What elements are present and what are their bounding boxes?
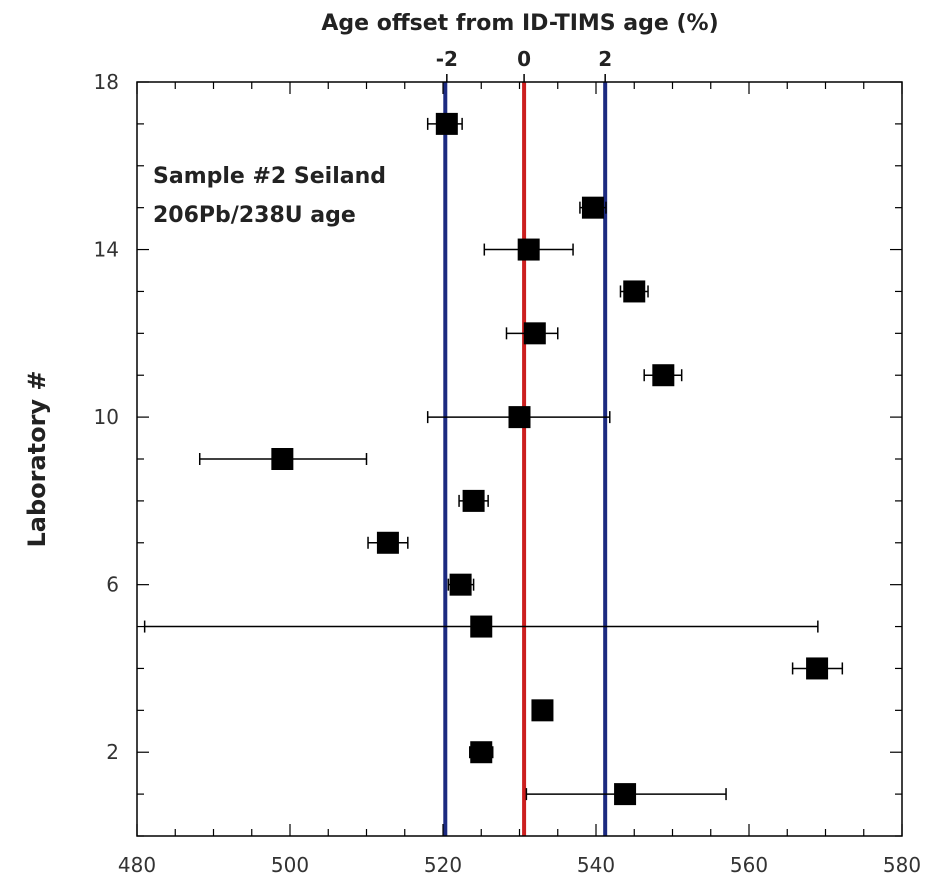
chart-title: Age offset from ID-TIMS age (%) xyxy=(321,11,718,36)
data-point-lab-17 xyxy=(435,112,458,135)
x-tick-label: 560 xyxy=(730,853,768,877)
data-point-lab-1 xyxy=(614,783,637,806)
top-tick-label: 2 xyxy=(598,47,612,71)
data-point-lab-14 xyxy=(517,238,540,261)
x-tick-label: 520 xyxy=(424,853,462,877)
x-tick-label: 500 xyxy=(271,853,309,877)
annotation-age-type: 206Pb/238U age xyxy=(153,203,356,228)
x-tick-label: 540 xyxy=(577,853,615,877)
y-tick-label: 10 xyxy=(94,405,119,429)
data-point-lab-10 xyxy=(508,406,531,429)
annotation-sample: Sample #2 Seiland xyxy=(153,164,386,189)
x-tick-label: 580 xyxy=(883,853,921,877)
data-point-lab-15 xyxy=(581,196,604,219)
data-point-lab-13 xyxy=(623,280,646,303)
x-tick-label: 480 xyxy=(118,853,156,877)
y-axis-label: Laboratory # xyxy=(23,370,51,547)
data-point-lab-4 xyxy=(806,657,829,680)
data-point-lab-3 xyxy=(531,699,554,722)
data-point-lab-5 xyxy=(470,615,493,638)
data-point-lab-9 xyxy=(271,448,294,470)
top-tick-label: 0 xyxy=(517,47,531,71)
y-tick-label: 14 xyxy=(94,238,119,262)
data-point-lab-8 xyxy=(462,489,485,512)
data-point-lab-2 xyxy=(470,741,493,764)
top-tick-label: -2 xyxy=(436,47,458,71)
y-tick-label: 18 xyxy=(94,70,119,94)
y-tick-label: 6 xyxy=(106,573,119,597)
data-point-lab-7 xyxy=(376,531,399,554)
data-point-lab-6 xyxy=(449,573,472,596)
y-tick-label: 2 xyxy=(106,740,119,764)
data-point-lab-12 xyxy=(523,322,546,345)
data-point-lab-11 xyxy=(652,364,675,387)
